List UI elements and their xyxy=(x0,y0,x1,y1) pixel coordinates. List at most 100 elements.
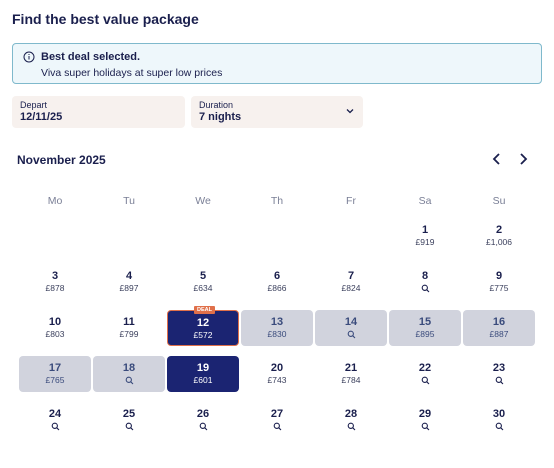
chevron-right-icon[interactable] xyxy=(515,151,531,167)
day-number: 21 xyxy=(344,362,358,374)
day-number: 22 xyxy=(418,362,432,374)
day-number: 2 xyxy=(495,224,503,236)
month-title: November 2025 xyxy=(17,153,106,167)
weekday-header: Su xyxy=(492,195,506,207)
day-number: 13 xyxy=(270,316,284,328)
day-price: £1,006 xyxy=(486,237,512,247)
calendar-day[interactable]: 11 £799 xyxy=(93,310,165,346)
calendar-day[interactable]: 20 £743 xyxy=(241,356,313,392)
day-price: £919 xyxy=(415,237,435,247)
day-number: 5 xyxy=(199,270,207,282)
search-icon xyxy=(347,330,355,339)
calendar-day[interactable]: 9 £775 xyxy=(463,264,535,300)
calendar-day[interactable]: 21 £784 xyxy=(315,356,387,392)
search-icon xyxy=(421,284,429,293)
calendar-day[interactable]: 30 xyxy=(463,402,535,438)
day-number: 11 xyxy=(123,316,135,328)
weekday-header: Sa xyxy=(418,195,432,207)
calendar-day[interactable]: DEAL 12 £572 xyxy=(167,306,239,346)
depart-label: Depart xyxy=(20,100,48,110)
chevron-down-icon xyxy=(346,109,354,114)
day-number: 20 xyxy=(270,362,284,374)
calendar-day[interactable]: 29 xyxy=(389,402,461,438)
calendar-day[interactable]: 27 xyxy=(241,402,313,438)
duration-value: 7 nights xyxy=(199,111,242,123)
day-number: 8 xyxy=(421,270,429,282)
calendar-day[interactable]: 1 £919 xyxy=(389,218,461,254)
search-icon xyxy=(199,422,207,431)
calendar-day[interactable]: 14 xyxy=(315,310,387,346)
day-number: 28 xyxy=(344,408,358,420)
calendar-day[interactable]: 7 £824 xyxy=(315,264,387,300)
day-number: 9 xyxy=(495,270,503,282)
day-number: 4 xyxy=(125,270,133,282)
duration-select[interactable]: Duration 7 nights xyxy=(191,96,363,128)
calendar-day[interactable]: 5 £634 xyxy=(167,264,239,300)
search-icon xyxy=(495,376,503,385)
day-number: 26 xyxy=(196,408,210,420)
calendar-day[interactable]: 8 xyxy=(389,264,461,300)
calendar-day[interactable]: 26 xyxy=(167,402,239,438)
day-number: 24 xyxy=(48,408,62,420)
chevron-left-icon[interactable] xyxy=(489,151,505,167)
calendar-day[interactable]: 17 £765 xyxy=(19,356,91,392)
day-price: £572 xyxy=(193,330,213,340)
day-number: 18 xyxy=(122,362,136,374)
page-title: Find the best value package xyxy=(12,11,199,27)
search-icon xyxy=(51,422,59,431)
day-number: 25 xyxy=(122,408,136,420)
calendar-day[interactable]: 2 £1,006 xyxy=(463,218,535,254)
calendar-day[interactable]: 25 xyxy=(93,402,165,438)
weekday-header: Mo xyxy=(47,195,63,207)
day-price: £887 xyxy=(489,329,509,339)
day-number: 3 xyxy=(51,270,59,282)
day-price: £830 xyxy=(267,329,287,339)
day-number: 6 xyxy=(273,270,281,282)
calendar-day[interactable]: 16 £887 xyxy=(463,310,535,346)
calendar-day[interactable]: 13 £830 xyxy=(241,310,313,346)
day-price: £784 xyxy=(341,375,361,385)
weekday-header: Th xyxy=(270,195,284,207)
day-price: £743 xyxy=(267,375,287,385)
weekday-header: Tu xyxy=(123,195,135,207)
calendar-day[interactable]: 19 £601 xyxy=(167,356,239,392)
depart-field[interactable]: Depart 12/11/25 xyxy=(12,96,185,128)
info-banner: Best deal selected. Viva super holidays … xyxy=(12,43,542,84)
day-number: 27 xyxy=(270,408,284,420)
search-icon xyxy=(125,422,133,431)
day-number: 10 xyxy=(48,316,62,328)
weekday-header: Fr xyxy=(346,195,356,207)
day-number: 12 xyxy=(196,317,210,329)
day-price: £799 xyxy=(119,329,139,339)
day-price: £634 xyxy=(193,283,213,293)
search-icon xyxy=(125,376,133,385)
day-number: 1 xyxy=(421,224,429,236)
calendar-day[interactable]: 4 £897 xyxy=(93,264,165,300)
day-number: 17 xyxy=(48,362,62,374)
day-number: 7 xyxy=(347,270,355,282)
calendar-day[interactable]: 10 £803 xyxy=(19,310,91,346)
day-number: 15 xyxy=(418,316,432,328)
day-number: 23 xyxy=(492,362,506,374)
day-number: 16 xyxy=(492,316,506,328)
search-icon xyxy=(273,422,281,431)
calendar-day[interactable]: 3 £878 xyxy=(19,264,91,300)
info-icon xyxy=(23,51,35,63)
calendar-day[interactable]: 18 xyxy=(93,356,165,392)
day-price: £765 xyxy=(45,375,65,385)
calendar-day[interactable]: 22 xyxy=(389,356,461,392)
calendar-day[interactable]: 23 xyxy=(463,356,535,392)
search-icon xyxy=(421,376,429,385)
depart-value: 12/11/25 xyxy=(20,111,63,123)
banner-title: Best deal selected. xyxy=(41,51,141,63)
calendar-day[interactable]: 28 xyxy=(315,402,387,438)
calendar-day[interactable]: 15 £895 xyxy=(389,310,461,346)
day-price: £803 xyxy=(45,329,65,339)
day-price: £601 xyxy=(193,375,213,385)
calendar-day[interactable]: 6 £866 xyxy=(241,264,313,300)
day-price: £897 xyxy=(119,283,139,293)
day-price: £878 xyxy=(45,283,65,293)
day-price: £895 xyxy=(415,329,435,339)
calendar-day[interactable]: 24 xyxy=(19,402,91,438)
day-price: £866 xyxy=(267,283,287,293)
